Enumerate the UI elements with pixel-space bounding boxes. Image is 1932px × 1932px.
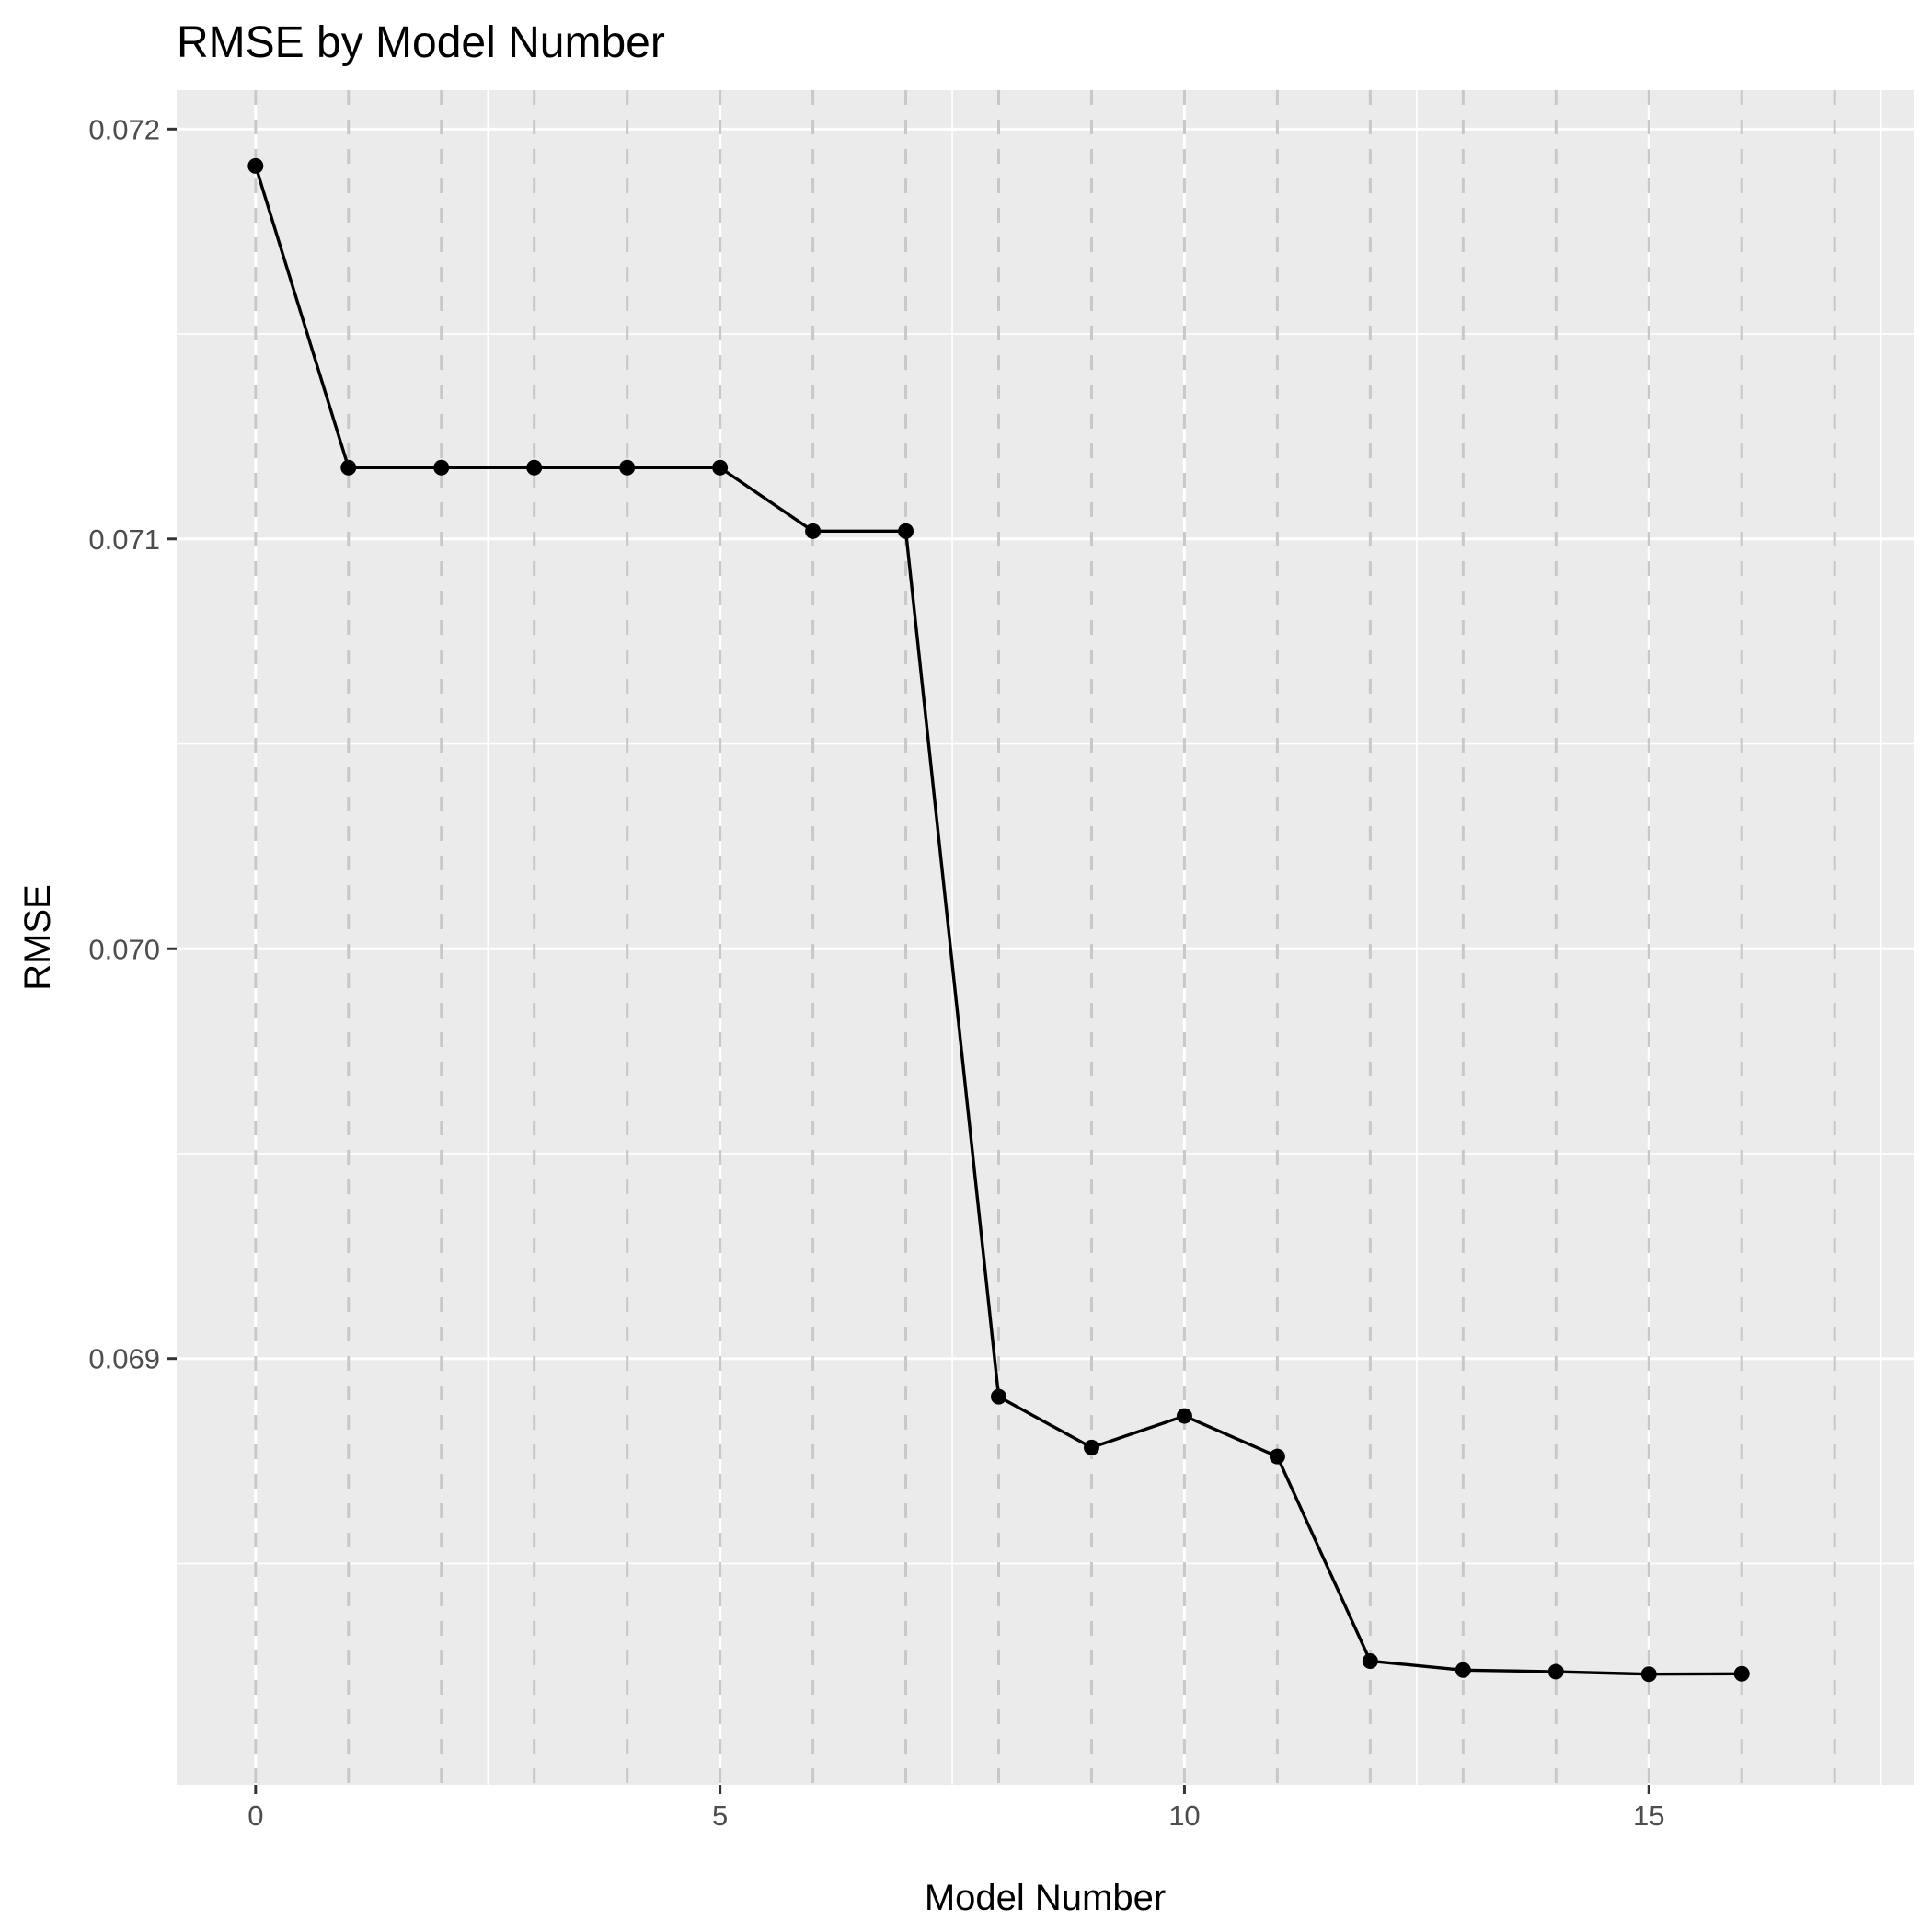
data-point [898, 523, 914, 539]
y-tick-label: 0.070 [88, 933, 160, 965]
x-tick-label: 15 [1633, 1800, 1664, 1832]
data-point [433, 459, 450, 476]
data-point [1083, 1439, 1099, 1455]
x-tick-label: 5 [712, 1800, 728, 1832]
plot-panel [177, 90, 1914, 1785]
y-tick-label: 0.069 [88, 1343, 160, 1375]
data-point [619, 459, 636, 476]
data-point [1269, 1448, 1285, 1465]
major-gridlines [177, 90, 1914, 1785]
data-point [1362, 1652, 1378, 1669]
data-point [1455, 1662, 1471, 1678]
data-point [805, 523, 822, 539]
minor-gridlines [177, 90, 1914, 1785]
series-group [247, 157, 1750, 1683]
y-axis-title: RMSE [17, 884, 58, 991]
chart-title: RMSE by Model Number [177, 18, 665, 67]
y-tick-label: 0.071 [88, 523, 160, 556]
y-tick-label: 0.072 [88, 113, 160, 145]
x-axis-title: Model Number [925, 1878, 1166, 1918]
data-point [712, 459, 729, 476]
x-tick-label: 0 [247, 1800, 263, 1832]
data-point [526, 459, 543, 476]
data-point [991, 1388, 1007, 1405]
axes-group: 0 5 10 15 0.069 0.070 0.071 0.072 [88, 113, 1664, 1832]
x-tick-label: 10 [1168, 1800, 1200, 1832]
data-point [247, 157, 264, 174]
data-point [340, 459, 357, 476]
data-point [1640, 1666, 1657, 1683]
data-point [1176, 1408, 1192, 1424]
data-point [1733, 1665, 1750, 1682]
data-point [1547, 1663, 1564, 1680]
